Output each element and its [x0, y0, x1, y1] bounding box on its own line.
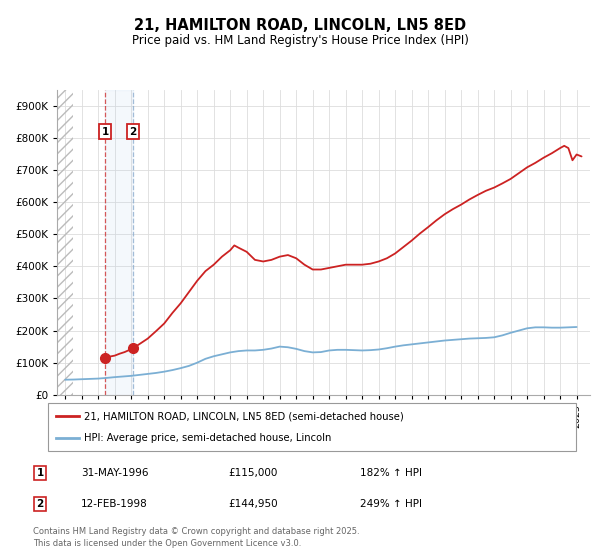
Text: 21, HAMILTON ROAD, LINCOLN, LN5 8ED (semi-detached house): 21, HAMILTON ROAD, LINCOLN, LN5 8ED (sem…: [84, 411, 404, 421]
Text: £115,000: £115,000: [228, 468, 277, 478]
Text: £144,950: £144,950: [228, 499, 278, 509]
Text: HPI: Average price, semi-detached house, Lincoln: HPI: Average price, semi-detached house,…: [84, 433, 331, 443]
Text: 182% ↑ HPI: 182% ↑ HPI: [360, 468, 422, 478]
Bar: [57, 90, 73, 395]
Text: 2: 2: [130, 127, 137, 137]
FancyBboxPatch shape: [48, 403, 576, 451]
Text: 249% ↑ HPI: 249% ↑ HPI: [360, 499, 422, 509]
Text: 21, HAMILTON ROAD, LINCOLN, LN5 8ED: 21, HAMILTON ROAD, LINCOLN, LN5 8ED: [134, 18, 466, 32]
Bar: [57, 90, 73, 395]
Text: 2: 2: [37, 499, 44, 509]
Text: 31-MAY-1996: 31-MAY-1996: [81, 468, 149, 478]
Text: Price paid vs. HM Land Registry's House Price Index (HPI): Price paid vs. HM Land Registry's House …: [131, 34, 469, 47]
Text: 1: 1: [37, 468, 44, 478]
Bar: [105, 90, 133, 395]
Text: 1: 1: [101, 127, 109, 137]
Text: 12-FEB-1998: 12-FEB-1998: [81, 499, 148, 509]
Text: Contains HM Land Registry data © Crown copyright and database right 2025.
This d: Contains HM Land Registry data © Crown c…: [33, 527, 359, 548]
